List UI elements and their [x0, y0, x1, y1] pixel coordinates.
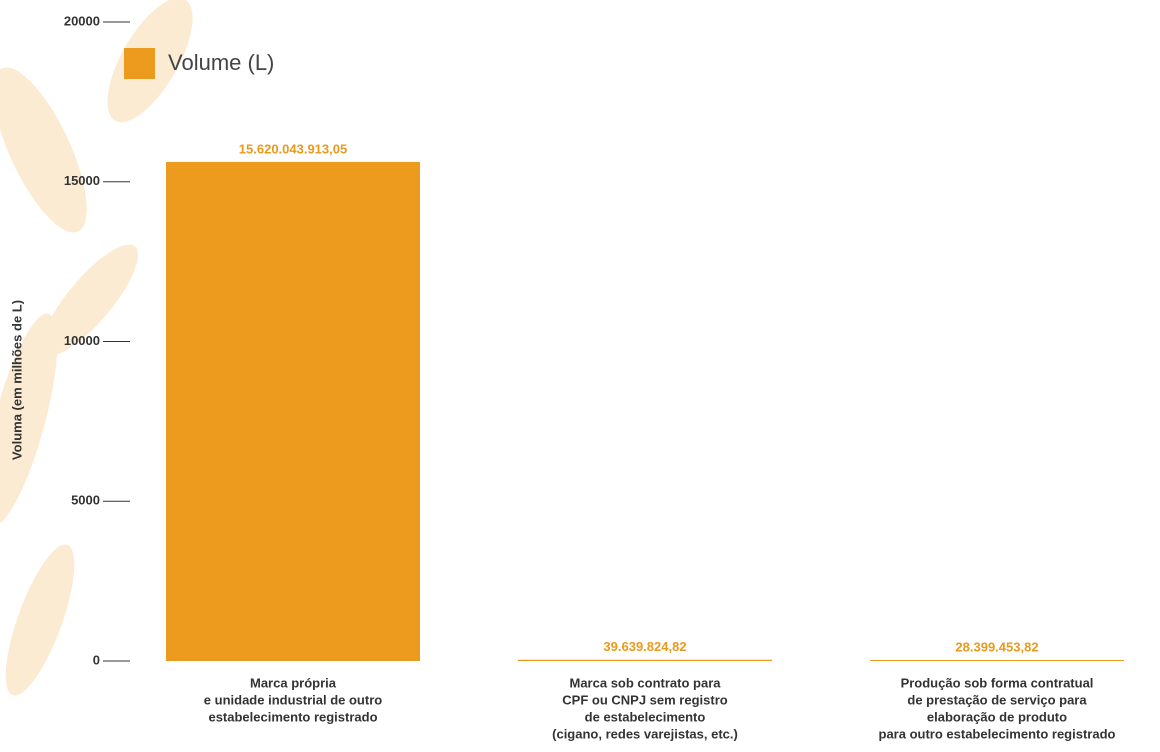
x-tick-label: (cigano, redes varejistas, etc.) [552, 726, 738, 741]
y-tick-label: 20000 [64, 13, 100, 28]
y-axis-title: Voluma (em milhões de L) [9, 300, 24, 460]
legend-swatch [124, 48, 155, 79]
x-tick-label: Marca própria [250, 675, 337, 690]
x-tick-label: de estabelecimento [585, 709, 706, 724]
bar [166, 161, 420, 662]
y-tick-label: 5000 [71, 493, 100, 508]
bar [518, 659, 772, 661]
bar [870, 660, 1124, 661]
legend-label: Volume (L) [168, 50, 274, 75]
x-tick-label: e unidade industrial de outro [204, 692, 382, 707]
y-tick-label: 0 [93, 652, 100, 667]
x-tick-label: para outro estabelecimento registrado [879, 726, 1116, 741]
x-tick-label: Produção sob forma contratual [901, 675, 1094, 690]
x-tick-label: CPF ou CNPJ sem registro [562, 692, 727, 707]
y-tick-label: 15000 [64, 173, 100, 188]
y-tick-label: 10000 [64, 333, 100, 348]
value-label: 15.620.043.913,05 [239, 141, 347, 156]
x-tick-label: elaboração de produto [927, 709, 1067, 724]
x-tick-label: Marca sob contrato para [570, 675, 722, 690]
x-tick-label: de prestação de serviço para [907, 692, 1087, 707]
x-tick-label: estabelecimento registrado [208, 709, 377, 724]
value-label: 39.639.824,82 [603, 639, 686, 654]
value-label: 28.399.453,82 [955, 639, 1038, 654]
